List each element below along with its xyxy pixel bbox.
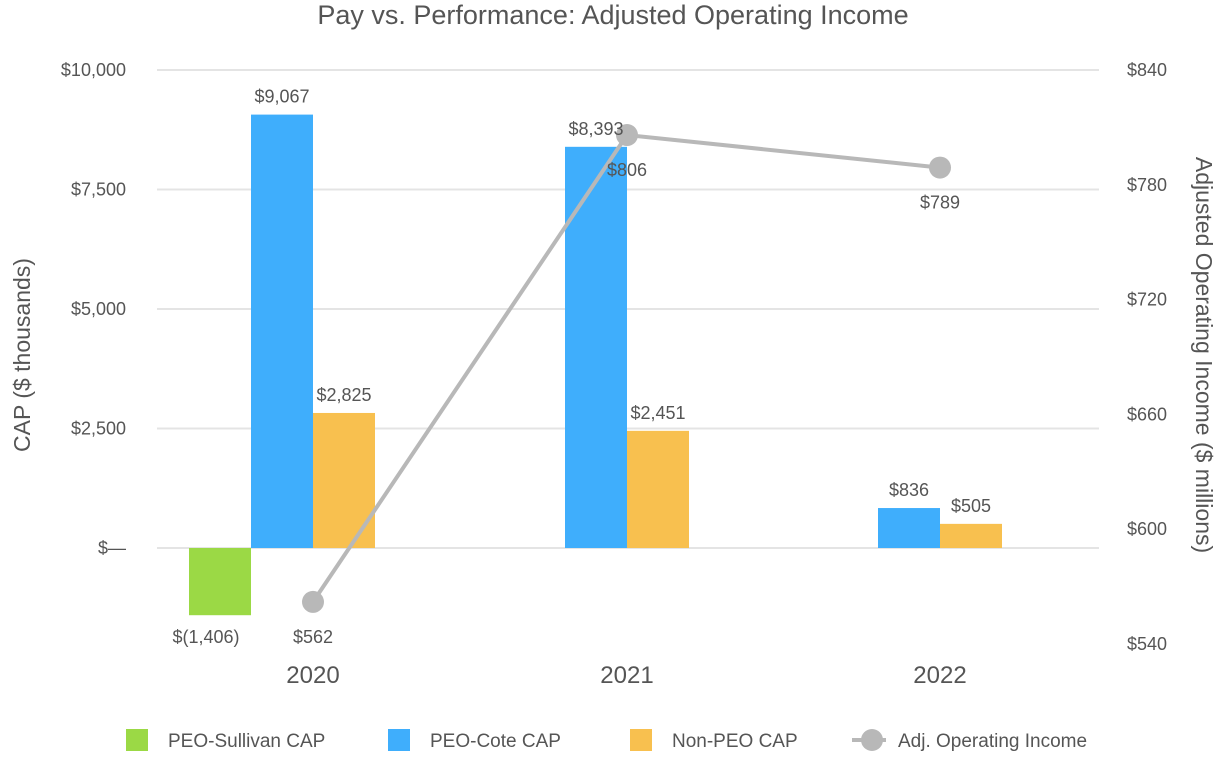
y-tick-label: $5,000 [71,299,126,319]
y-tick-label: $10,000 [61,60,126,80]
x-tick-label: 2022 [913,662,966,689]
x-tick-label: 2020 [286,662,339,689]
bar-data-label: $836 [889,480,929,500]
bar-peo-sullivan-cap-2020 [189,548,251,616]
y2-tick-label: $720 [1127,290,1167,310]
bar-peo-cote-cap-2022 [878,508,940,548]
legend-swatch [630,729,652,751]
y-tick-label: $2,500 [71,419,126,439]
bar-peo-cote-cap-2021 [565,146,627,548]
line-data-label: $562 [293,627,333,647]
legend-item: Non-PEO CAP [630,729,798,752]
bar-non-peo-cap-2021 [627,430,689,548]
bar-data-label: $9,067 [254,87,309,107]
chart-title: Pay vs. Performance: Adjusted Operating … [317,0,908,30]
legend-label: PEO-Sullivan CAP [168,731,325,752]
legend-item: Adj. Operating Income [852,729,1087,752]
y-axis-title: CAP ($ thousands) [9,258,35,452]
bar-data-label: $8,393 [568,119,623,139]
bar-peo-cote-cap-2020 [251,114,313,548]
legend-item: PEO-Sullivan CAP [126,729,325,752]
line-point-2020 [302,590,324,613]
bar-data-label: $2,451 [630,403,685,423]
bar-non-peo-cap-2022 [940,523,1002,548]
y2-tick-label: $600 [1127,519,1167,539]
y-tick-label: $— [98,538,126,558]
legend: PEO-Sullivan CAP PEO-Cote CAP Non-PEO CAP A… [126,729,1087,752]
legend-label: Adj. Operating Income [898,731,1087,752]
line-point-2021 [616,124,638,147]
axis-ticks: $— $2,500 $5,000 $7,500 $10,000 $540 $600 $660 $… [61,60,1167,689]
line-data-label: $789 [920,193,960,213]
x-tick-label: 2021 [600,662,653,689]
line-point-2022 [929,156,951,179]
y2-tick-label: $840 [1127,60,1167,80]
data-labels: $(1,406) $9,067 $8,393 $836 $2,825 $2,451 $505… [172,87,991,648]
y2-tick-label: $660 [1127,404,1167,424]
line-data-label: $806 [607,160,647,180]
legend-swatch [388,729,410,751]
bar-data-label: $2,825 [316,385,371,405]
line-series [302,124,951,613]
legend-swatch [126,729,148,751]
bar-non-peo-cap-2020 [313,412,375,548]
y2-tick-label: $780 [1127,175,1167,195]
legend-item: PEO-Cote CAP [388,729,561,752]
y2-axis-title: Adjusted Operating Income ($ millions) [1191,157,1217,553]
bar-data-label: $(1,406) [172,627,239,647]
legend-label: PEO-Cote CAP [430,731,561,752]
y-tick-label: $7,500 [71,180,126,200]
bar-data-label: $505 [951,496,991,516]
legend-label: Non-PEO CAP [672,731,798,752]
y2-tick-label: $540 [1127,634,1167,654]
legend-marker [861,729,883,751]
